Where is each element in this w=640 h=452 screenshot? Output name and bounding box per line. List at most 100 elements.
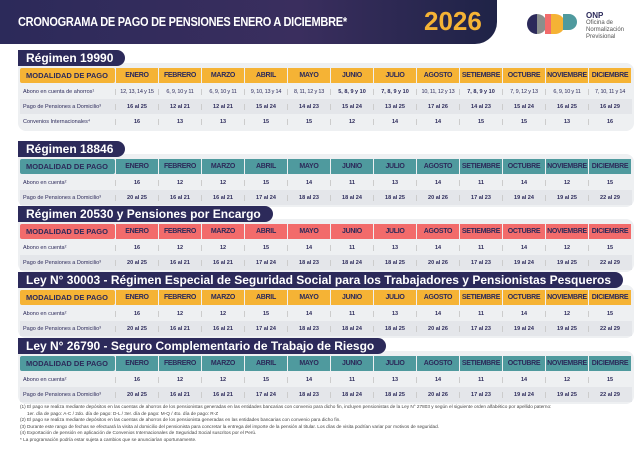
schedule-table: MODALIDAD DE PAGO ENERO FEBRERO MARZO ABRIL M… [18,351,634,404]
header-banner [0,0,497,44]
date-cell: 12 [158,310,201,317]
month-header: JUNIO [331,158,373,174]
date-cell: 17 al 23 [459,325,502,332]
table-header: MODALIDAD DE PAGO ENERO FEBRERO MARZO ABRIL M… [20,158,632,174]
row-label: Pago de Pensiones a Domicilio³ [23,103,101,110]
month-header: JUNIO [331,67,373,83]
date-cell: 9, 10, 13 y 14 [244,88,287,95]
footnote: (2) El pago se realiza mediante depósito… [20,417,341,422]
section: Régimen 18846 MODALIDAD DE PAGO ENERO FEBRE… [18,140,634,207]
date-cell: 15 [502,118,545,125]
page-title: CRONOGRAMA DE PAGO DE PENSIONES ENERO A … [18,15,347,29]
month-header: OCTUBRE [503,289,545,305]
month-header: DICIEMBRE [589,158,631,174]
date-cell: 18 al 24 [330,391,373,398]
month-header: MARZO [202,289,244,305]
month-header: AGOSTO [417,158,459,174]
date-cell: 20 al 25 [115,194,158,201]
date-cell: 18 al 24 [330,325,373,332]
date-cell: 15 [244,376,287,383]
month-header: OCTUBRE [503,67,545,83]
date-cell: 19 al 24 [502,259,545,266]
date-cell: 12 [158,376,201,383]
section: Régimen 20530 y Pensiones por Encargo MOD… [18,205,634,272]
date-cell: 14 [287,376,330,383]
date-cell: 16 al 21 [158,391,201,398]
date-cell: 14 [502,244,545,251]
date-cell: 16 al 21 [201,325,244,332]
date-cell: 13 [373,179,416,186]
date-cell: 20 al 25 [115,325,158,332]
header-cell: MODALIDAD DE PAGO [20,355,115,371]
month-header: MAYO [288,158,330,174]
date-cell: 16 al 21 [158,259,201,266]
date-cell: 19 al 25 [545,194,588,201]
section-title: Ley N° 30003 - Régimen Especial de Segur… [18,272,624,288]
date-cell: 17 al 23 [459,391,502,398]
table-row: Abono en cuenta² 16 12 12 15 14 11 13 14 11 14 12 15 [20,306,632,321]
date-cell: 16 al 29 [588,103,631,110]
month-header: OCTUBRE [503,223,545,239]
row-label: Pago de Pensiones a Domicilio³ [23,391,101,398]
date-cell: 15 [244,118,287,125]
month-header: JULIO [374,67,416,83]
row-label: Abono en cuenta² [23,310,67,317]
date-cell: 15 [588,179,631,186]
date-cell: 13 al 25 [373,103,416,110]
footnote: (3) Durante este rango de fechas se efec… [20,423,439,429]
date-cell: 15 [244,179,287,186]
table-row: Convenios Internacionales⁴ 16 13 13 15 15 12 14… [20,114,632,129]
date-cell: 16 al 25 [545,103,588,110]
month-header: ABRIL [245,158,287,174]
month-header: NOVIEMBRE [546,289,588,305]
header-cell: MODALIDAD DE PAGO [20,223,115,239]
row-label: Abono en cuenta² [23,376,67,383]
date-cell: 18 al 25 [373,259,416,266]
month-header: ABRIL [245,355,287,371]
section-title: Régimen 18846 [18,141,126,157]
logo-text: ONP Oficina de Normalización Previsional [586,11,625,41]
onp-logo [527,14,577,34]
month-header: JULIO [374,223,416,239]
date-cell: 13 [545,118,588,125]
date-cell: 12 [330,118,373,125]
date-cell: 12 [158,244,201,251]
table-header: MODALIDAD DE PAGO ENERO FEBRERO MARZO ABRIL M… [20,289,632,305]
date-cell: 14 al 23 [287,103,330,110]
date-cell: 17 al 24 [244,194,287,201]
section: Ley N° 26790 - Seguro Complementario de … [18,337,634,404]
date-cell: 14 [287,310,330,317]
date-cell: 13 [373,244,416,251]
month-header: MAYO [288,67,330,83]
section: Régimen 19990 MODALIDAD DE PAGO ENERO FEBRE… [18,49,634,131]
table-header: MODALIDAD DE PAGO ENERO FEBRERO MARZO ABRIL M… [20,355,632,371]
date-cell: 16 al 21 [201,194,244,201]
month-header: NOVIEMBRE [546,67,588,83]
date-cell: 19 al 25 [545,259,588,266]
date-cell: 11 [459,376,502,383]
date-cell: 22 al 29 [588,194,631,201]
date-cell: 22 al 29 [588,259,631,266]
month-header: FEBRERO [159,67,201,83]
date-cell: 17 al 26 [416,103,459,110]
schedule-table: MODALIDAD DE PAGO ENERO FEBRERO MARZO ABRIL M… [18,154,634,207]
date-cell: 11 [330,244,373,251]
month-header: SETIEMBRE [460,355,502,371]
month-header: JUNIO [331,355,373,371]
month-header: FEBRERO [159,289,201,305]
month-header: FEBRERO [159,355,201,371]
date-cell: 18 al 23 [287,325,330,332]
month-header: SETIEMBRE [460,158,502,174]
table-header: MODALIDAD DE PAGO ENERO FEBRERO MARZO ABRIL M… [20,223,632,239]
table-row: Abono en cuenta² 16 12 12 15 14 11 13 14 11 14 12 15 [20,240,632,255]
date-cell: 18 al 25 [373,325,416,332]
date-cell: 19 al 24 [502,194,545,201]
date-cell: 20 al 25 [115,391,158,398]
year: 2026 [424,6,482,36]
month-header: JUNIO [331,223,373,239]
month-header: JULIO [374,355,416,371]
month-header: FEBRERO [159,223,201,239]
month-header: MARZO [202,158,244,174]
month-header: JULIO [374,158,416,174]
date-cell: 16 al 21 [201,259,244,266]
